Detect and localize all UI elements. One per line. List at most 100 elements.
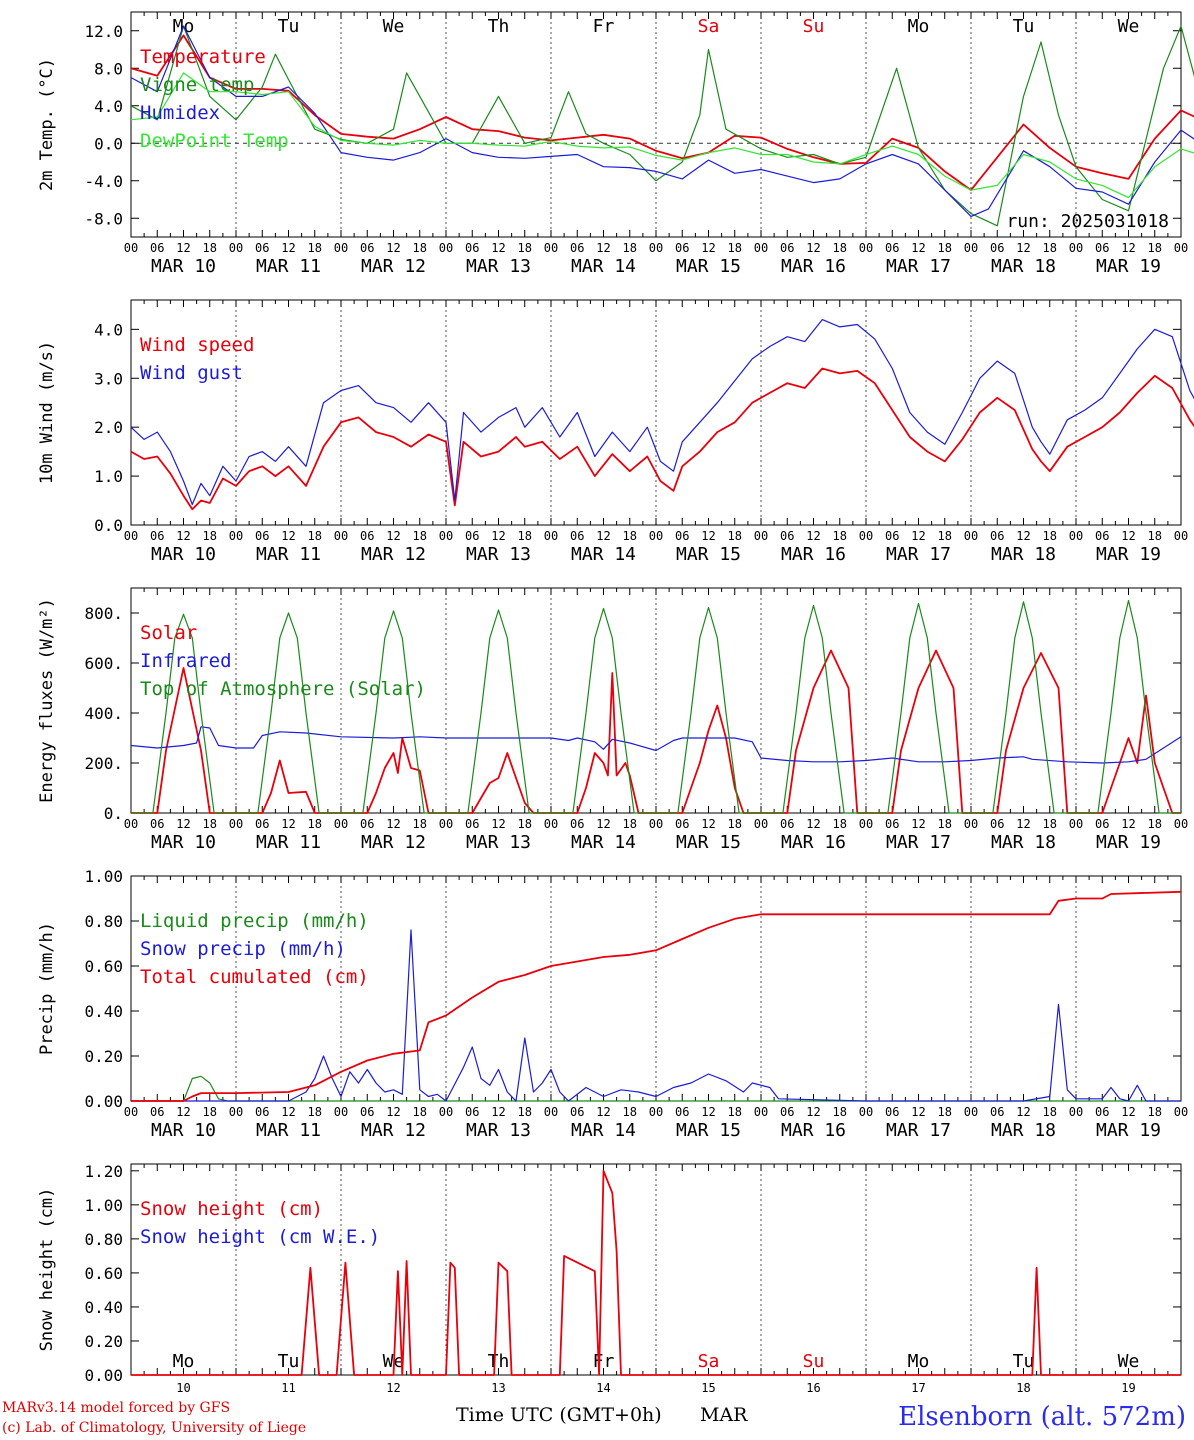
hour-tick-label: 06 <box>1095 1105 1109 1119</box>
hour-tick-label: 12 <box>386 817 400 831</box>
hour-tick-label: 00 <box>439 817 453 831</box>
day-label: MAR 18 <box>991 256 1056 277</box>
series-line-snow-precip-mm-h- <box>131 929 1181 1102</box>
hour-tick-label: 06 <box>885 817 899 831</box>
day-number-label: 12 <box>386 1381 400 1395</box>
hour-tick-label: 18 <box>518 241 532 255</box>
hour-tick-label: 00 <box>859 817 873 831</box>
y-axis-label: Energy fluxes (W/m²) <box>37 598 57 803</box>
hour-tick-label: 06 <box>465 817 479 831</box>
day-number-label: 15 <box>701 1381 715 1395</box>
day-number-label: 14 <box>596 1381 610 1395</box>
y-tick-label: 8.0 <box>94 59 123 78</box>
hour-tick-label: 18 <box>1043 817 1057 831</box>
hour-tick-label: 00 <box>754 1105 768 1119</box>
panel-precip: 00 06 12 18 00 06 12 18 00 06 12 18 00 06 12 18 00 06 12 18… <box>37 867 1188 1141</box>
day-label: MAR 13 <box>466 544 531 565</box>
hour-tick-label: 06 <box>570 817 584 831</box>
y-axis-label: Precip (mm/h) <box>37 922 57 1055</box>
weekday-label: Su <box>803 16 825 37</box>
hour-tick-label: 06 <box>150 817 164 831</box>
hour-tick-label: 00 <box>439 529 453 543</box>
hour-tick-label: 00 <box>859 529 873 543</box>
hour-tick-label: 12 <box>176 1105 190 1119</box>
weekday-label: We <box>383 16 405 37</box>
hour-tick-label: 06 <box>780 241 794 255</box>
panel-temp: 00 06 12 18 00 06 12 18 00 06 12 18 00 06 12 18 00 06 12 18… <box>37 11 1194 277</box>
series-line-wind-speed <box>130 367 1194 511</box>
day-label: MAR 14 <box>571 256 636 277</box>
hour-tick-label: 06 <box>150 529 164 543</box>
series-line-temperature <box>130 34 1194 192</box>
legend-entry: Snow height (cm W.E.) <box>140 1226 380 1248</box>
hour-tick-label: 12 <box>176 817 190 831</box>
y-tick-label: 800. <box>84 604 123 623</box>
day-label: MAR 16 <box>781 1120 846 1141</box>
weekday-label: We <box>1118 1351 1140 1372</box>
hour-tick-label: 12 <box>1016 241 1030 255</box>
hour-tick-label: 12 <box>491 529 505 543</box>
hour-tick-label: 06 <box>570 529 584 543</box>
y-tick-label: 12.0 <box>84 22 123 41</box>
hour-tick-label: 00 <box>544 241 558 255</box>
series-line-top-of-atmosphere-solar- <box>131 599 1181 814</box>
hour-tick-label: 00 <box>649 1105 663 1119</box>
day-label: MAR 11 <box>256 256 321 277</box>
series-line-total-cumulated-cm- <box>131 890 1182 1102</box>
hour-tick-label: 00 <box>859 1105 873 1119</box>
legend-entry: Temperature <box>140 46 266 68</box>
series-line-vigne-temp <box>130 25 1194 227</box>
y-tick-label: 0.20 <box>84 1047 123 1066</box>
hour-tick-label: 00 <box>544 1105 558 1119</box>
weekday-label: Mo <box>173 1351 195 1372</box>
hour-tick-label: 06 <box>990 817 1004 831</box>
hour-tick-label: 06 <box>780 817 794 831</box>
hour-tick-label: 00 <box>229 1105 243 1119</box>
hour-tick-label: 18 <box>1148 529 1162 543</box>
hour-tick-label: 06 <box>780 1105 794 1119</box>
hour-tick-label: 12 <box>386 1105 400 1119</box>
hour-tick-label: 00 <box>334 241 348 255</box>
y-tick-label: 1.00 <box>84 867 123 886</box>
hour-tick-label: 00 <box>649 241 663 255</box>
day-label: MAR 14 <box>571 544 636 565</box>
y-tick-label: 2.0 <box>94 418 123 437</box>
legend-entry: Total cumulated (cm) <box>140 966 369 988</box>
hour-tick-label: 00 <box>124 529 138 543</box>
day-label: MAR 17 <box>886 544 951 565</box>
y-tick-label: 0.00 <box>84 1092 123 1111</box>
y-tick-label: 4.0 <box>94 320 123 339</box>
y-tick-label: 0.80 <box>84 1230 123 1249</box>
hour-tick-label: 18 <box>203 529 217 543</box>
hour-tick-label: 18 <box>308 529 322 543</box>
legend-entry: Humidex <box>140 102 220 124</box>
hour-tick-label: 00 <box>1174 529 1188 543</box>
day-label: MAR 15 <box>676 832 741 853</box>
hour-tick-label: 06 <box>780 529 794 543</box>
hour-tick-label: 18 <box>623 241 637 255</box>
hour-tick-label: 18 <box>833 241 847 255</box>
day-label: MAR 16 <box>781 256 846 277</box>
y-tick-label: 0.60 <box>84 957 123 976</box>
y-tick-label: 0.40 <box>84 1002 123 1021</box>
day-label: MAR 17 <box>886 256 951 277</box>
hour-tick-label: 18 <box>413 241 427 255</box>
hour-tick-label: 00 <box>1174 241 1188 255</box>
hour-tick-label: 00 <box>754 241 768 255</box>
series-line-wind-gust <box>130 319 1194 506</box>
hour-tick-label: 06 <box>255 1105 269 1119</box>
hour-tick-label: 12 <box>281 529 295 543</box>
y-tick-label: 0.00 <box>84 1366 123 1385</box>
hour-tick-label: 18 <box>1148 817 1162 831</box>
hour-tick-label: 00 <box>1174 1105 1188 1119</box>
hour-tick-label: 06 <box>570 1105 584 1119</box>
hour-tick-label: 00 <box>124 1105 138 1119</box>
hour-tick-label: 06 <box>465 529 479 543</box>
hour-tick-label: 18 <box>203 817 217 831</box>
hour-tick-label: 12 <box>806 241 820 255</box>
hour-tick-label: 06 <box>885 241 899 255</box>
hour-tick-label: 18 <box>1043 1105 1057 1119</box>
day-label: MAR 10 <box>151 544 216 565</box>
panel-energy: 00 06 12 18 00 06 12 18 00 06 12 18 00 06 12 18 00 06 12 18… <box>37 587 1188 853</box>
hour-tick-label: 06 <box>990 1105 1004 1119</box>
